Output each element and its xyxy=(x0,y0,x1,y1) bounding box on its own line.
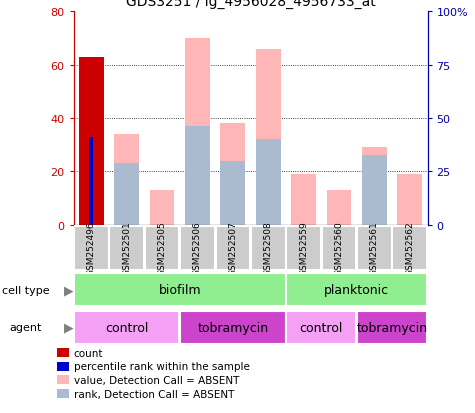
Bar xyxy=(180,226,215,270)
Text: tobramycin: tobramycin xyxy=(357,321,428,334)
Text: GSM252505: GSM252505 xyxy=(158,221,167,275)
Bar xyxy=(322,226,356,270)
Text: rank, Detection Call = ABSENT: rank, Detection Call = ABSENT xyxy=(74,389,234,399)
Bar xyxy=(251,226,285,270)
Bar xyxy=(286,226,321,270)
Bar xyxy=(357,226,392,270)
Text: GSM252501: GSM252501 xyxy=(122,221,131,275)
Bar xyxy=(114,135,139,225)
Text: cell type: cell type xyxy=(2,285,50,295)
Text: percentile rank within the sample: percentile rank within the sample xyxy=(74,361,249,371)
Text: tobramycin: tobramycin xyxy=(197,321,268,334)
Bar xyxy=(150,190,174,225)
Bar xyxy=(89,138,93,225)
Bar xyxy=(185,39,210,225)
Bar xyxy=(220,161,245,225)
Text: ▶: ▶ xyxy=(64,321,74,334)
Text: agent: agent xyxy=(10,323,42,332)
Bar xyxy=(180,311,285,344)
Bar xyxy=(327,190,352,225)
Title: GDS3251 / ig_4956028_4956733_at: GDS3251 / ig_4956028_4956733_at xyxy=(126,0,375,9)
Text: control: control xyxy=(300,321,343,334)
Bar xyxy=(256,50,281,225)
Bar xyxy=(286,311,356,344)
Text: ▶: ▶ xyxy=(64,284,74,297)
Bar xyxy=(74,311,180,344)
Text: GSM252508: GSM252508 xyxy=(264,221,273,275)
Bar xyxy=(362,156,387,225)
Text: biofilm: biofilm xyxy=(159,284,201,297)
Bar xyxy=(256,140,281,225)
Text: control: control xyxy=(105,321,148,334)
Text: GSM252559: GSM252559 xyxy=(299,221,308,275)
Text: GSM252496: GSM252496 xyxy=(87,221,96,275)
Text: GSM252507: GSM252507 xyxy=(228,221,238,275)
Text: count: count xyxy=(74,348,103,358)
Text: GSM252506: GSM252506 xyxy=(193,221,202,275)
Bar xyxy=(109,226,144,270)
Bar xyxy=(79,57,104,225)
Text: GSM252560: GSM252560 xyxy=(334,221,343,275)
Bar xyxy=(114,164,139,225)
Text: GSM252561: GSM252561 xyxy=(370,221,379,275)
Text: value, Detection Call = ABSENT: value, Detection Call = ABSENT xyxy=(74,375,239,385)
Text: GSM252562: GSM252562 xyxy=(405,221,414,275)
Bar xyxy=(74,274,285,306)
Text: planktonic: planktonic xyxy=(324,284,390,297)
Bar xyxy=(145,226,180,270)
Bar xyxy=(216,226,250,270)
Bar xyxy=(392,226,427,270)
Bar xyxy=(357,311,427,344)
Bar xyxy=(398,175,422,225)
Bar xyxy=(362,148,387,225)
Bar xyxy=(74,226,109,270)
Bar xyxy=(185,127,210,225)
Bar xyxy=(220,124,245,225)
Bar xyxy=(286,274,427,306)
Bar xyxy=(291,175,316,225)
